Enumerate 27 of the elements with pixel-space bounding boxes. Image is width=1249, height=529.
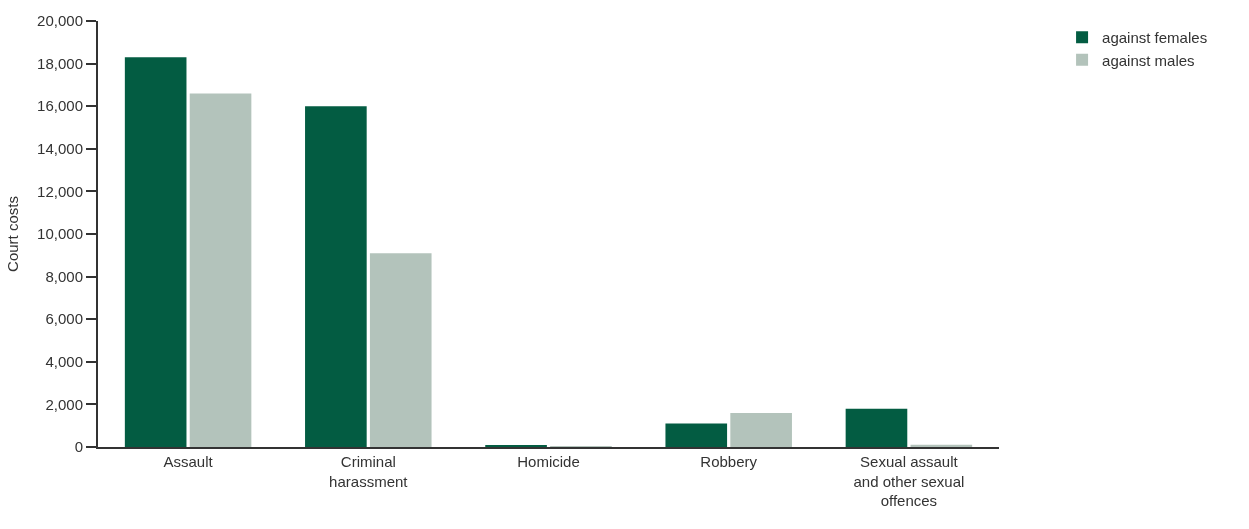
y-tick-label: 18,000	[37, 54, 83, 72]
y-tick-label: 10,000	[37, 225, 83, 243]
y-tick-label: 2,000	[45, 395, 83, 413]
legend-label: against males	[1102, 51, 1195, 69]
x-tick-label: Homicide	[517, 453, 580, 470]
x-tick-label: Assault	[163, 453, 214, 470]
bar	[665, 423, 728, 447]
y-tick-label: 8,000	[45, 267, 83, 285]
bar	[730, 412, 792, 447]
x-tick-label: Criminal harassment	[329, 453, 409, 490]
y-tick-label: 14,000	[37, 140, 83, 158]
bar	[910, 444, 973, 447]
legend-label: against females	[1102, 29, 1208, 47]
bar	[369, 253, 432, 447]
x-tick-label: Robbery	[700, 453, 758, 470]
bar	[305, 106, 367, 447]
bar	[124, 57, 187, 447]
y-tick-label: 0	[74, 438, 83, 456]
x-tick-label: Sexual assault and other sexual offences	[853, 453, 965, 509]
y-axis-title: Court costs	[3, 196, 21, 272]
y-tick-label: 16,000	[37, 97, 83, 115]
y-tick-label: 6,000	[45, 310, 83, 328]
bar	[845, 408, 908, 447]
bar	[189, 93, 252, 447]
y-tick-label: 12,000	[37, 182, 83, 200]
y-tick-label: 20,000	[37, 12, 83, 30]
y-tick-label: 4,000	[45, 353, 83, 371]
